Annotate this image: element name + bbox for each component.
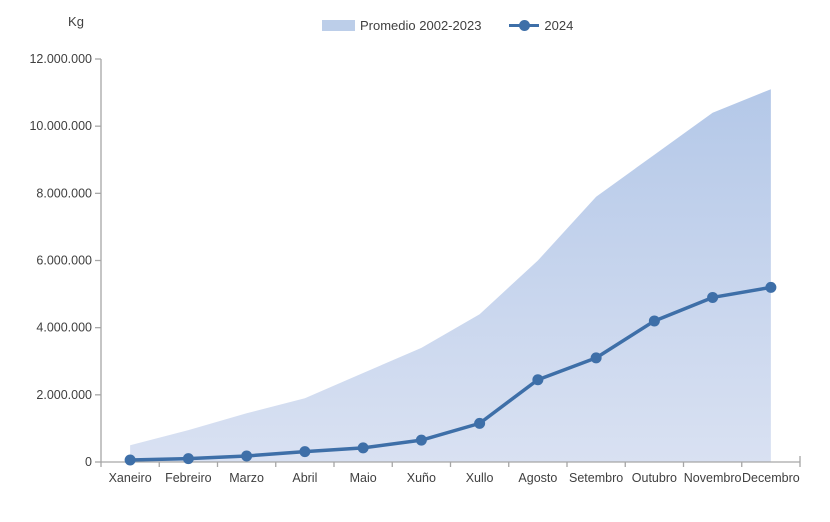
x-tick-label: Abril xyxy=(292,471,317,485)
x-tick-label: Setembro xyxy=(569,471,623,485)
legend-label-2024: 2024 xyxy=(544,18,574,33)
data-point-marker xyxy=(241,450,253,462)
x-tick-label: Xaneiro xyxy=(109,471,152,485)
x-tick-label: Xuño xyxy=(407,471,436,485)
legend: Promedio 2002-2023 2024 xyxy=(322,18,573,33)
data-point-marker xyxy=(474,417,486,429)
line-marker-swatch-icon xyxy=(509,20,540,31)
x-tick-label: Marzo xyxy=(229,471,264,485)
y-tick-label: 0 xyxy=(85,455,92,469)
legend-item-2024: 2024 xyxy=(509,18,573,33)
x-tick-label: Xullo xyxy=(466,471,494,485)
y-tick-label: 12.000.000 xyxy=(29,52,92,66)
data-point-marker xyxy=(707,291,719,303)
x-tick-label: Decembro xyxy=(742,471,800,485)
data-point-marker xyxy=(648,315,660,327)
legend-item-promedio: Promedio 2002-2023 xyxy=(322,18,481,33)
x-tick-label: Maio xyxy=(350,471,377,485)
x-tick-label: Outubro xyxy=(632,471,677,485)
line-series-2024 xyxy=(128,285,773,462)
data-point-marker xyxy=(415,434,427,446)
data-point-marker xyxy=(299,446,311,458)
y-tick-label: 2.000.000 xyxy=(36,388,92,402)
data-point-marker xyxy=(124,454,136,466)
y-tick-label: 6.000.000 xyxy=(36,254,92,268)
x-tick-label: Febreiro xyxy=(165,471,212,485)
area-swatch-icon xyxy=(322,20,355,31)
data-point-marker xyxy=(532,374,544,386)
y-tick-label: 10.000.000 xyxy=(29,119,92,133)
data-point-marker xyxy=(182,453,194,465)
legend-label-promedio: Promedio 2002-2023 xyxy=(360,18,482,33)
x-tick-label: Agosto xyxy=(518,471,557,485)
y-tick-label: 8.000.000 xyxy=(36,186,92,200)
y-tick-label: 4.000.000 xyxy=(36,321,92,335)
area-series-promedio xyxy=(130,89,771,462)
x-tick-label: Novembro xyxy=(684,471,742,485)
data-point-marker xyxy=(590,352,602,364)
y-axis-title: Kg xyxy=(68,14,84,29)
data-point-marker xyxy=(357,442,369,454)
data-point-marker xyxy=(765,281,777,293)
